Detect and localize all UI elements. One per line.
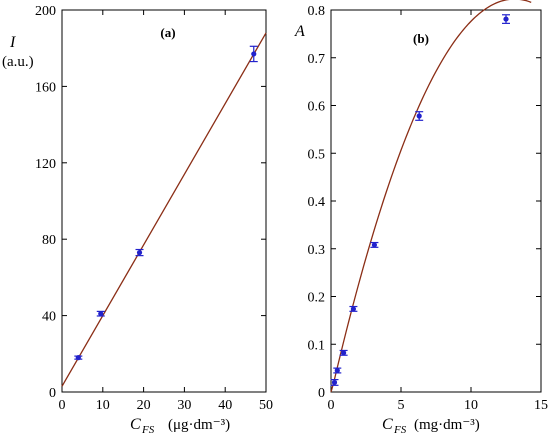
a-fit-line — [61, 32, 267, 387]
b-x-tick-label: 15 — [534, 398, 548, 413]
plot-area-a — [61, 9, 267, 393]
a-x-tick-label: 40 — [218, 398, 232, 413]
b-y-tick-label: 0.2 — [308, 291, 326, 306]
b-data-point — [330, 378, 339, 386]
panel-label-a: (a) — [160, 25, 175, 40]
b-data-point — [349, 305, 358, 312]
a-y-tick-label: 40 — [42, 310, 56, 325]
b-y-tick-label: 0.6 — [308, 100, 326, 115]
b-data-point — [339, 349, 348, 356]
b-y-tick-label: 0 — [318, 386, 325, 401]
a-data-point — [249, 45, 258, 63]
x-axis-label-a: C FS (μg·dm⁻³) — [130, 416, 230, 436]
a-x-tick-label: 20 — [137, 398, 151, 413]
marker — [98, 311, 104, 317]
b-y-tick-label: 0.3 — [308, 243, 326, 258]
chart-panel-a: 0 10 20 30 40 50 0 40 80 120 160 200 (a) I (a.u.) C… — [2, 4, 273, 436]
marker — [136, 249, 143, 256]
marker — [371, 242, 377, 248]
b-y-tick-label: 0.8 — [308, 4, 326, 19]
a-x-tick-label: 50 — [259, 398, 273, 413]
marker — [334, 367, 340, 374]
y-axis-label-b: A — [294, 23, 305, 40]
svg-text:FS: FS — [393, 424, 407, 436]
a-y-tick-label: 80 — [42, 233, 56, 248]
a-x-tick-label: 0 — [59, 398, 66, 413]
svg-text:C: C — [130, 416, 141, 433]
b-y-tick-label: 0.5 — [308, 147, 326, 162]
ticks-a: 0 10 20 30 40 50 0 40 80 120 160 200 — [35, 4, 273, 413]
marker — [75, 355, 81, 361]
fit-line-a — [61, 32, 267, 387]
plot-area-b — [330, 9, 542, 393]
data-points-b — [330, 14, 510, 386]
b-y-tick-label: 0.1 — [308, 338, 326, 353]
svg-text:(μg·dm⁻³): (μg·dm⁻³) — [168, 417, 230, 433]
svg-text:(mg·dm⁻³): (mg·dm⁻³) — [414, 417, 480, 433]
svg-text:C: C — [382, 416, 393, 433]
ticks-b: 0 5 10 15 0 0.1 0.2 0.3 0.4 0.5 0.6 0.7 0.8 — [308, 4, 549, 413]
data-points-a — [74, 45, 258, 361]
chart-panel-b: 0 5 10 15 0 0.1 0.2 0.3 0.4 0.5 0.6 0.7 0.8 (b) A C … — [294, 0, 548, 436]
y-axis-unit-a: (a.u.) — [2, 54, 34, 70]
b-x-tick-label: 5 — [398, 398, 405, 413]
a-data-point — [135, 248, 144, 257]
x-axis-label-b: C FS (mg·dm⁻³) — [382, 416, 480, 436]
b-data-point — [502, 14, 510, 24]
marker — [350, 306, 356, 312]
b-data-point — [370, 241, 379, 248]
y-axis-label-a: I — [9, 34, 16, 51]
a-y-tick-label: 120 — [35, 157, 56, 172]
marker — [341, 350, 347, 356]
a-data-point — [74, 355, 83, 361]
b-y-tick-label: 0.4 — [308, 195, 326, 210]
fit-curve-b — [330, 0, 532, 393]
a-y-tick-label: 200 — [35, 4, 56, 19]
marker — [416, 113, 422, 119]
svg-text:FS: FS — [141, 424, 155, 436]
b-x-tick-label: 10 — [464, 398, 478, 413]
a-y-tick-label: 0 — [49, 386, 56, 401]
panel-label-b: (b) — [413, 31, 429, 46]
b-x-tick-label: 0 — [328, 398, 335, 413]
b-data-point — [415, 111, 424, 121]
b-data-point — [333, 367, 342, 374]
a-y-tick-label: 160 — [35, 80, 56, 95]
marker — [251, 51, 257, 57]
a-x-tick-label: 10 — [96, 398, 110, 413]
b-y-tick-label: 0.7 — [308, 52, 326, 67]
a-data-point — [96, 310, 105, 317]
marker — [503, 16, 509, 22]
a-x-tick-label: 30 — [177, 398, 191, 413]
marker — [331, 379, 338, 386]
b-fit-curve — [330, 0, 532, 393]
